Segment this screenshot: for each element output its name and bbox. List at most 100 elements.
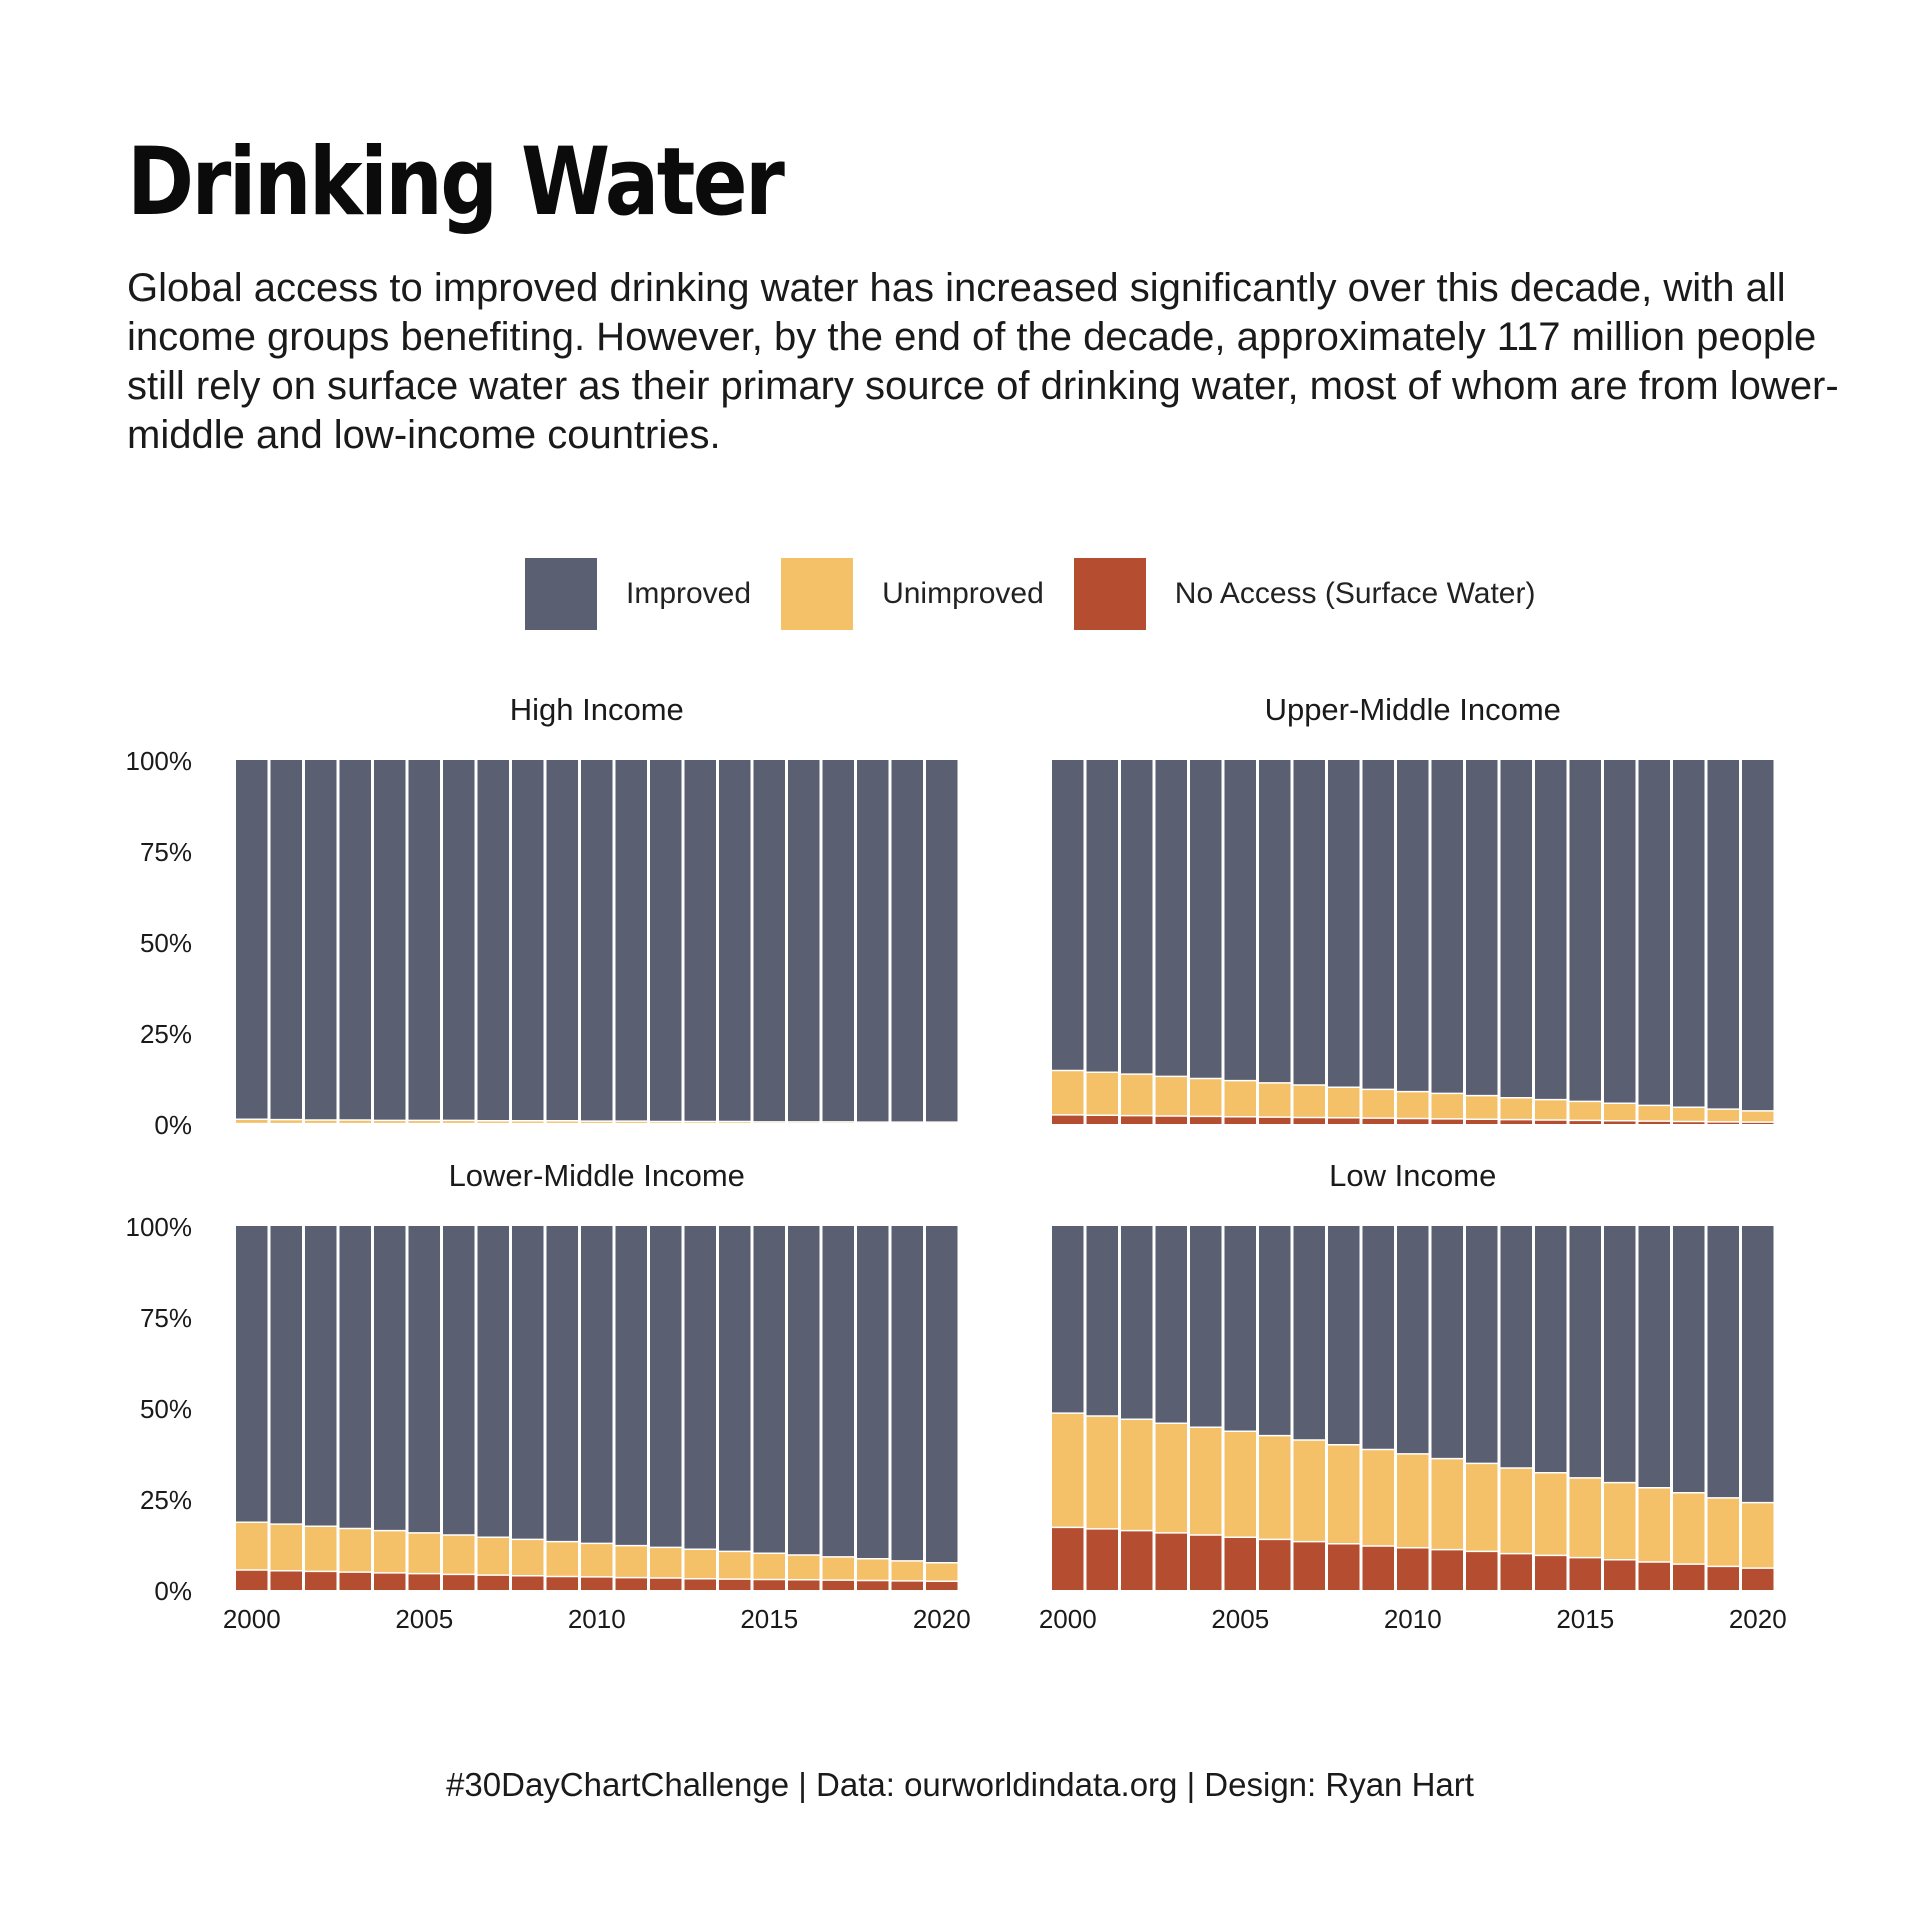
bar-low-income-no-access-surface-water-2005 xyxy=(1224,1537,1256,1590)
bar-upper-middle-income-no-access-surface-water-2006 xyxy=(1259,1117,1291,1124)
bar-lower-middle-income-unimproved-2014 xyxy=(719,1551,751,1580)
bar-lower-middle-income-no-access-surface-water-2013 xyxy=(684,1578,716,1590)
bar-lower-middle-income-unimproved-2005 xyxy=(408,1532,440,1574)
bar-upper-middle-income-unimproved-2017 xyxy=(1638,1105,1670,1122)
bar-lower-middle-income-unimproved-2002 xyxy=(305,1526,337,1572)
bar-high-income-improved-2007 xyxy=(477,760,509,1121)
bar-lower-middle-income-unimproved-2009 xyxy=(546,1541,578,1577)
bar-high-income-unimproved-2014 xyxy=(719,1121,751,1124)
bar-upper-middle-income-unimproved-2005 xyxy=(1224,1080,1256,1117)
bar-low-income-improved-2002 xyxy=(1121,1226,1153,1420)
bar-lower-middle-income-improved-2004 xyxy=(374,1226,406,1531)
bar-high-income-improved-2005 xyxy=(408,760,440,1121)
bar-low-income-improved-2010 xyxy=(1397,1226,1429,1454)
bar-lower-middle-income-no-access-surface-water-2020 xyxy=(926,1581,958,1590)
bar-high-income-unimproved-2006 xyxy=(443,1120,475,1124)
bar-high-income-unimproved-2011 xyxy=(615,1121,647,1124)
legend-label-no-access: No Access (Surface Water) xyxy=(1174,577,1536,610)
bar-high-income-unimproved-2009 xyxy=(546,1120,578,1124)
bar-lower-middle-income-unimproved-2012 xyxy=(650,1547,682,1578)
bar-lower-middle-income-no-access-surface-water-2010 xyxy=(581,1576,613,1590)
bar-high-income-unimproved-2015 xyxy=(753,1121,785,1124)
bar-lower-middle-income-no-access-surface-water-2002 xyxy=(305,1571,337,1590)
bar-upper-middle-income-no-access-surface-water-2005 xyxy=(1224,1116,1256,1124)
bar-low-income-unimproved-2002 xyxy=(1121,1419,1153,1531)
bar-lower-middle-income-no-access-surface-water-2012 xyxy=(650,1577,682,1590)
bar-high-income-improved-2006 xyxy=(443,760,475,1121)
bar-lower-middle-income-unimproved-2013 xyxy=(684,1549,716,1579)
bar-low-income-improved-2013 xyxy=(1500,1226,1532,1469)
bar-lower-middle-income-no-access-surface-water-2018 xyxy=(857,1580,889,1590)
legend-item-improved: Improved xyxy=(525,558,751,630)
bar-low-income-unimproved-2018 xyxy=(1673,1492,1705,1565)
bar-low-income-improved-2019 xyxy=(1707,1226,1739,1498)
bar-high-income-improved-2020 xyxy=(926,760,958,1123)
bar-high-income-improved-2012 xyxy=(650,760,682,1122)
bar-upper-middle-income-unimproved-2008 xyxy=(1328,1087,1360,1118)
bar-low-income-unimproved-2009 xyxy=(1362,1449,1394,1546)
bar-upper-middle-income-unimproved-2012 xyxy=(1466,1095,1498,1120)
bar-lower-middle-income-unimproved-2006 xyxy=(443,1535,475,1575)
bar-upper-middle-income-no-access-surface-water-2014 xyxy=(1535,1119,1567,1124)
bar-upper-middle-income-no-access-surface-water-2000 xyxy=(1052,1114,1084,1124)
bar-low-income-no-access-surface-water-2013 xyxy=(1500,1553,1532,1590)
y-tick-label: 0% xyxy=(154,1576,192,1606)
bar-upper-middle-income-unimproved-2009 xyxy=(1362,1089,1394,1119)
bar-lower-middle-income-unimproved-2004 xyxy=(374,1530,406,1573)
footer-caption: #30DayChartChallenge | Data: ourworldind… xyxy=(446,1766,1474,1803)
bar-low-income-improved-2018 xyxy=(1673,1226,1705,1493)
bar-upper-middle-income-improved-2007 xyxy=(1293,760,1325,1086)
bar-upper-middle-income-unimproved-2004 xyxy=(1190,1078,1222,1117)
bar-low-income-no-access-surface-water-2011 xyxy=(1431,1549,1463,1590)
bar-low-income-no-access-surface-water-2010 xyxy=(1397,1547,1429,1590)
bar-upper-middle-income-no-access-surface-water-2015 xyxy=(1569,1120,1601,1124)
bar-lower-middle-income-improved-2000 xyxy=(236,1226,268,1523)
y-tick-label: 75% xyxy=(140,1303,192,1333)
bar-high-income-improved-2015 xyxy=(753,760,785,1122)
x-tick-label: 2005 xyxy=(395,1604,453,1634)
bar-high-income-unimproved-2008 xyxy=(512,1120,544,1124)
bar-upper-middle-income-unimproved-2016 xyxy=(1604,1103,1636,1121)
bar-low-income-unimproved-2004 xyxy=(1190,1427,1222,1536)
bar-lower-middle-income-improved-2016 xyxy=(788,1226,820,1556)
bar-low-income-no-access-surface-water-2017 xyxy=(1638,1561,1670,1590)
bar-high-income-improved-2001 xyxy=(270,760,302,1120)
bar-upper-middle-income-improved-2013 xyxy=(1500,760,1532,1098)
bar-high-income-unimproved-2007 xyxy=(477,1120,509,1124)
bar-lower-middle-income-no-access-surface-water-2019 xyxy=(891,1580,923,1590)
bar-upper-middle-income-no-access-surface-water-2004 xyxy=(1190,1116,1222,1124)
bar-low-income-unimproved-2014 xyxy=(1535,1472,1567,1556)
bar-lower-middle-income-no-access-surface-water-2015 xyxy=(753,1579,785,1590)
panel-title-lower-middle-income: Lower-Middle Income xyxy=(449,1158,745,1193)
bar-high-income-unimproved-2016 xyxy=(788,1121,820,1124)
bar-low-income-improved-2009 xyxy=(1362,1226,1394,1450)
bar-upper-middle-income-unimproved-2020 xyxy=(1742,1110,1774,1123)
bar-low-income-no-access-surface-water-2016 xyxy=(1604,1559,1636,1590)
bar-upper-middle-income-no-access-surface-water-2008 xyxy=(1328,1117,1360,1124)
bar-upper-middle-income-unimproved-2019 xyxy=(1707,1109,1739,1122)
bar-lower-middle-income-improved-2018 xyxy=(857,1226,889,1559)
bar-upper-middle-income-improved-2020 xyxy=(1742,760,1774,1111)
bar-high-income-unimproved-2005 xyxy=(408,1120,440,1124)
bar-high-income-unimproved-2002 xyxy=(305,1119,337,1124)
panel-title-high-income: High Income xyxy=(510,692,684,727)
panel-title-upper-middle-income: Upper-Middle Income xyxy=(1265,692,1561,727)
bar-low-income-unimproved-2003 xyxy=(1155,1423,1187,1533)
legend-swatch-improved xyxy=(525,558,597,630)
bar-upper-middle-income-improved-2012 xyxy=(1466,760,1498,1096)
bar-high-income-unimproved-2000 xyxy=(236,1119,268,1124)
bar-low-income-unimproved-2016 xyxy=(1604,1482,1636,1560)
bar-low-income-unimproved-2010 xyxy=(1397,1453,1429,1548)
bar-low-income-unimproved-2015 xyxy=(1569,1477,1601,1558)
bar-upper-middle-income-improved-2014 xyxy=(1535,760,1567,1100)
bar-upper-middle-income-unimproved-2007 xyxy=(1293,1085,1325,1118)
legend-label-unimproved: Unimproved xyxy=(882,577,1044,610)
bar-low-income-improved-2017 xyxy=(1638,1226,1670,1488)
bar-low-income-improved-2012 xyxy=(1466,1226,1498,1464)
bar-low-income-improved-2007 xyxy=(1293,1226,1325,1441)
bar-low-income-no-access-surface-water-2003 xyxy=(1155,1532,1187,1590)
bar-upper-middle-income-no-access-surface-water-2017 xyxy=(1638,1121,1670,1124)
bar-low-income-no-access-surface-water-2008 xyxy=(1328,1543,1360,1590)
y-tick-label: 100% xyxy=(126,746,193,776)
